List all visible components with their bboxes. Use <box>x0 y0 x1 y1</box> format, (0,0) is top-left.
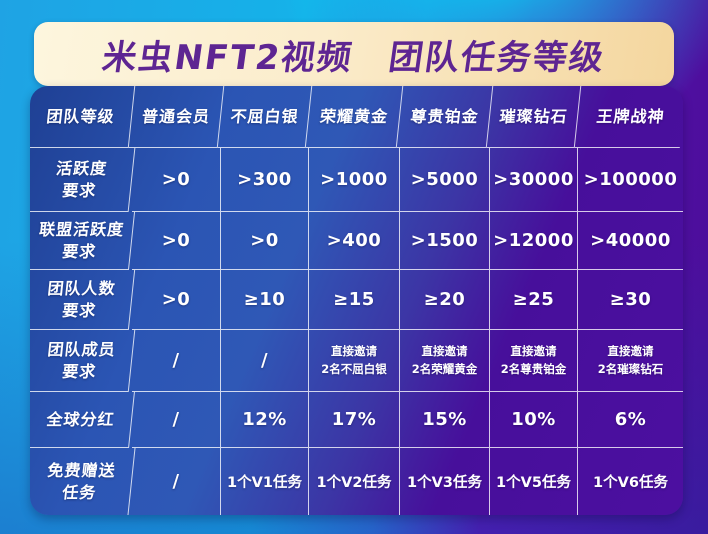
column-header-normal-member: 普通会员 <box>128 86 225 148</box>
value-cell: >300 <box>221 148 309 212</box>
value-cell: >0 <box>132 270 221 330</box>
row-label-team-members: 团队成员 要求 <box>30 330 136 392</box>
column-header-silver: 不屈白银 <box>217 86 313 148</box>
value-cell: 1个V3任务 <box>400 448 490 515</box>
value-cell: 6% <box>578 392 683 448</box>
value-cell: ≥15 <box>309 270 400 330</box>
value-cell: 直接邀请 2名尊贵铂金 <box>490 330 578 392</box>
value-cell: 1个V2任务 <box>309 448 400 515</box>
value-cell: >400 <box>309 212 400 270</box>
title-banner: 米虫NFT2视频 团队任务等级 <box>34 22 674 86</box>
value-cell: 10% <box>490 392 578 448</box>
value-cell: 15% <box>400 392 490 448</box>
value-cell: / <box>132 392 221 448</box>
value-cell: / <box>132 330 221 392</box>
column-header-platinum: 尊贵铂金 <box>396 86 494 148</box>
value-cell: / <box>132 448 221 515</box>
value-cell: 1个V1任务 <box>221 448 309 515</box>
value-cell: ≥10 <box>221 270 309 330</box>
value-cell: 直接邀请 2名荣耀黄金 <box>400 330 490 392</box>
value-cell: ≥25 <box>490 270 578 330</box>
row-label-alliance-activity: 联盟活跃度 要求 <box>30 212 136 270</box>
value-cell: >100000 <box>578 148 683 212</box>
value-cell: 12% <box>221 392 309 448</box>
value-cell: >0 <box>132 148 221 212</box>
row-label-free-tasks: 免费赠送 任务 <box>30 448 136 515</box>
value-cell: >40000 <box>578 212 683 270</box>
value-cell: ≥20 <box>400 270 490 330</box>
value-cell: 直接邀请 2名璀璨钻石 <box>578 330 683 392</box>
value-cell: 1个V5任务 <box>490 448 578 515</box>
value-cell: ≥30 <box>578 270 683 330</box>
page-title: 米虫NFT2视频 团队任务等级 <box>99 37 608 78</box>
row-label-activity: 活跃度 要求 <box>30 148 136 212</box>
value-cell: >0 <box>221 212 309 270</box>
value-cell: 1个V6任务 <box>593 475 668 491</box>
column-header-diamond: 璀璨钻石 <box>486 86 582 148</box>
value-cell: / <box>221 330 309 392</box>
corner-header: 团队等级 <box>30 86 136 148</box>
value-cell: >1000 <box>309 148 400 212</box>
value-cell: >0 <box>132 212 221 270</box>
row-label-team-size: 团队人数 要求 <box>30 270 136 330</box>
value-cell: 17% <box>309 392 400 448</box>
column-header-ace: 王牌战神 <box>574 86 683 148</box>
team-levels-table: 团队等级 普通会员 不屈白银 荣耀黄金 尊贵铂金 璀璨钻石 王牌战神 活跃度 要… <box>30 86 683 515</box>
value-cell: >1500 <box>400 212 490 270</box>
value-cell: >5000 <box>400 148 490 212</box>
value-cell: >30000 <box>490 148 578 212</box>
value-cell: >12000 <box>490 212 578 270</box>
column-header-gold: 荣耀黄金 <box>305 86 404 148</box>
table-grid: 团队等级 普通会员 不屈白银 荣耀黄金 尊贵铂金 璀璨钻石 王牌战神 活跃度 要… <box>30 86 683 515</box>
row-label-global-dividend: 全球分红 <box>30 392 135 448</box>
value-cell: 直接邀请 2名不屈白银 <box>309 330 400 392</box>
